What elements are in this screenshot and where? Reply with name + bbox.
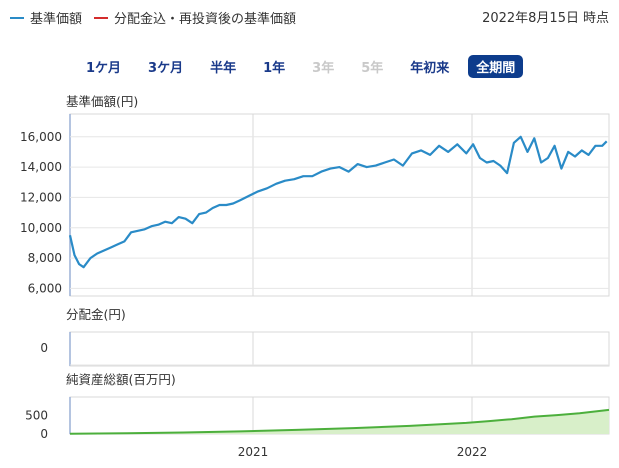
nav-line <box>68 135 608 269</box>
y-tick-label-nav-2: 12,000 <box>20 190 62 204</box>
range-1-year-button[interactable]: 1年 <box>263 61 286 76</box>
plot-frame-1 <box>69 113 610 297</box>
y-tick-label-distribution-0: 0 <box>40 341 48 355</box>
range-all-button[interactable]: 全期間 <box>468 55 524 78</box>
plot-frame-2 <box>69 331 610 367</box>
legend-swatch-reinvested <box>94 16 109 19</box>
legend-label-nav: 基準価額 <box>30 12 83 27</box>
range-selector: 1ケ月 3ケ月 半年 1年 3年 5年 年初来 全期間 <box>78 55 534 78</box>
y-tick-label-nav-0: 16,000 <box>20 130 62 144</box>
aum-area <box>70 409 609 434</box>
y-tick-label-nav-3: 10,000 <box>20 221 62 235</box>
nav-panel-title: 基準価額(円) <box>66 94 138 109</box>
distribution-panel-title: 分配金(円) <box>66 307 126 322</box>
legend-item-reinvested[interactable]: 分配金込・再投資後の基準価額 <box>94 8 296 27</box>
aum-panel-title: 純資産総額(百万円) <box>66 372 176 387</box>
range-1-month-button[interactable]: 1ケ月 <box>86 61 122 76</box>
legend: 基準価額 分配金込・再投資後の基準価額 <box>10 8 308 27</box>
as-of-date-value: 2022年8月15日 <box>482 11 579 26</box>
x-tick-label-2022: 2022 <box>457 445 488 459</box>
range-6-months-button[interactable]: 半年 <box>210 61 237 76</box>
range-5-years-button: 5年 <box>361 61 384 76</box>
y-tick-label-nav-1: 14,000 <box>20 160 62 174</box>
range-3-months-button[interactable]: 3ケ月 <box>148 61 184 76</box>
range-ytd-button[interactable]: 年初来 <box>410 61 450 76</box>
range-3-years-button: 3年 <box>312 61 335 76</box>
y-tick-label-nav-5: 6,000 <box>28 281 62 295</box>
x-tick-label-2021: 2021 <box>238 445 269 459</box>
y-tick-label-aum-0: 500 <box>25 409 48 423</box>
as-of-date: 2022年8月15日 時点 <box>478 7 609 26</box>
y-tick-label-aum-1: 0 <box>40 427 48 441</box>
legend-item-nav[interactable]: 基準価額 <box>10 8 82 27</box>
aum-line <box>69 408 610 435</box>
y-tick-label-nav-4: 8,000 <box>28 251 62 265</box>
legend-swatch-nav <box>10 16 24 19</box>
legend-label-reinvested: 分配金込・再投資後の基準価額 <box>114 12 297 27</box>
as-of-suffix: 時点 <box>582 11 609 26</box>
